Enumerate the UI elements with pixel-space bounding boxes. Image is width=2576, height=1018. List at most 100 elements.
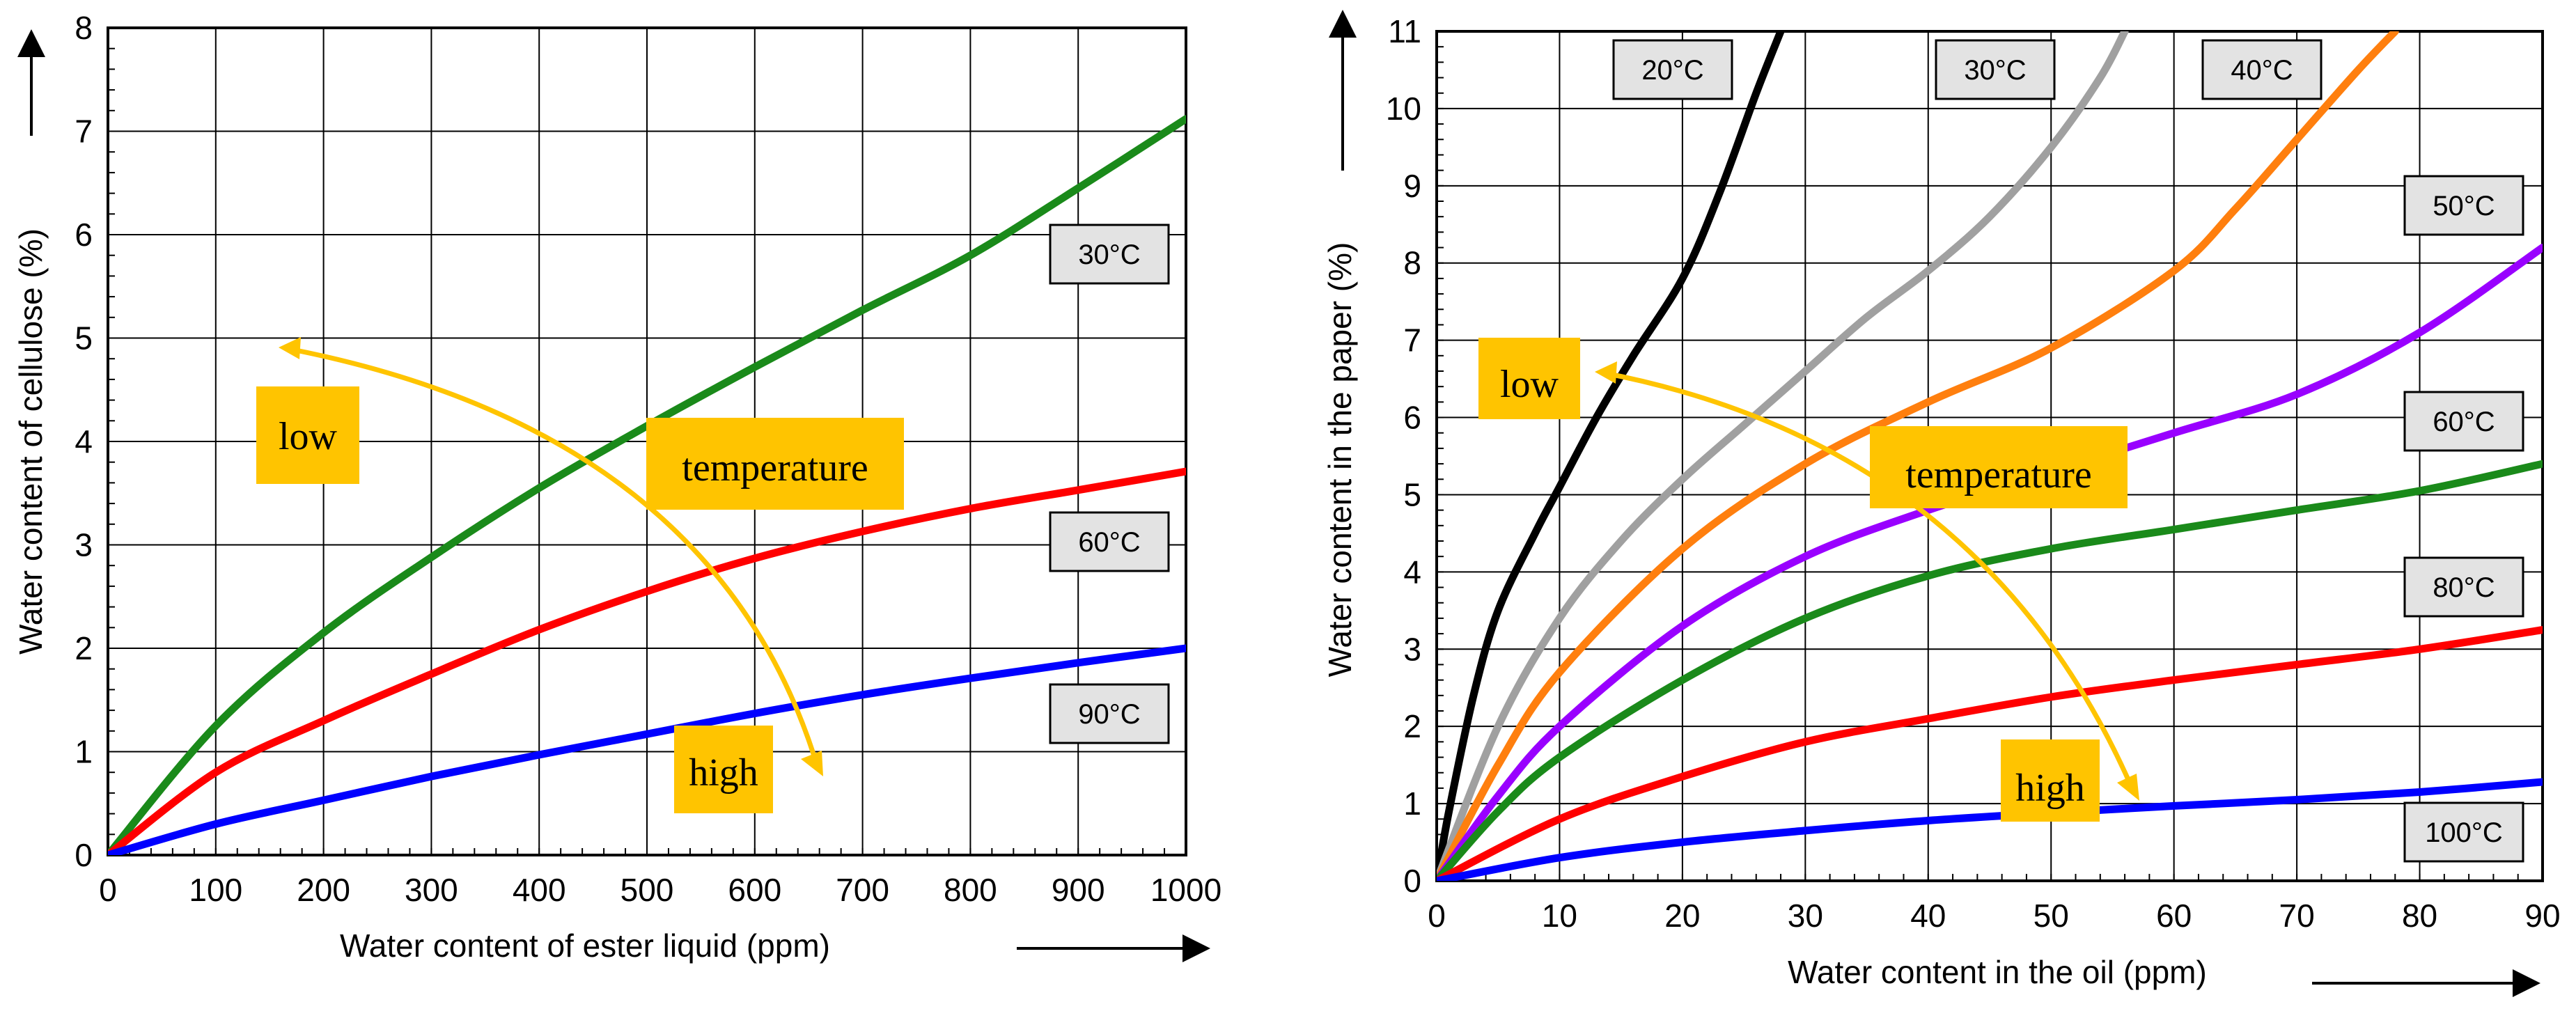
left-y-tick-label: 2	[75, 630, 93, 666]
right-y-axis-label: Water content in the paper (%)	[1322, 242, 1358, 678]
right-series-line-40c	[1437, 31, 2399, 881]
left-high-text: high	[689, 751, 758, 794]
right-x-tick-label: 80	[2402, 898, 2437, 934]
right-series-line-50c	[1437, 244, 2543, 881]
right-y-tick-label: 1	[1403, 785, 1421, 822]
right-y-tick-label: 6	[1403, 400, 1421, 436]
chart-left: 0 100 200 300 400 500 600 700 800 900 1000 0 1 2 3 4 5 6…	[13, 10, 1221, 964]
right-y-tick-label: 0	[1403, 863, 1421, 899]
right-high-text: high	[2015, 767, 2085, 810]
left-arrowhead-low	[279, 337, 301, 359]
left-low-box	[256, 386, 359, 484]
left-series-label: 60°C	[1078, 527, 1140, 558]
right-temperature-box	[1870, 426, 2128, 508]
right-y-tick-label: 11	[1388, 13, 1421, 49]
left-temperature-text: temperature	[682, 446, 868, 490]
left-series-line-30c	[108, 115, 1186, 855]
right-y-tick-label: 9	[1403, 168, 1421, 204]
left-x-tick-label: 800	[944, 872, 997, 908]
left-series-label: 90°C	[1078, 699, 1140, 730]
left-x-tick-label: 200	[297, 872, 350, 908]
right-x-tick-label: 90	[2524, 898, 2560, 934]
right-series-line-100c	[1437, 778, 2543, 881]
right-series-label: 50°C	[2433, 191, 2495, 221]
right-temperature-arrow	[1601, 370, 2137, 795]
left-y-tick-label: 0	[75, 837, 93, 873]
right-series-line-80c	[1437, 626, 2543, 881]
right-series-line-60c	[1437, 460, 2543, 881]
right-temperature-text: temperature	[1905, 453, 2091, 496]
right-series-label: 100°C	[2425, 817, 2503, 848]
right-x-tick-label: 40	[1910, 898, 1946, 934]
left-x-tick-label: 0	[99, 872, 117, 908]
left-series-label: 30°C	[1078, 240, 1140, 270]
right-series-line-20c	[1437, 31, 1785, 881]
left-x-tick-label: 1000	[1150, 872, 1221, 908]
right-y-tick-label: 7	[1403, 322, 1421, 359]
left-y-tick-label: 8	[75, 10, 93, 46]
left-y-tick-label: 5	[75, 320, 93, 357]
right-series-label-box	[2403, 801, 2524, 863]
right-series-label-box	[2403, 391, 2524, 452]
left-y-tick-label: 3	[75, 527, 93, 563]
right-series-label: 80°C	[2433, 572, 2495, 603]
left-series-label-box	[1049, 683, 1170, 744]
right-y-tick-label: 10	[1386, 91, 1421, 127]
left-x-axis-label: Water content of ester liquid (ppm)	[340, 927, 830, 964]
right-y-tick-label: 2	[1403, 708, 1421, 744]
right-x-tick-label: 70	[2279, 898, 2315, 934]
left-x-tick-label: 400	[513, 872, 566, 908]
left-y-tick-label: 6	[75, 217, 93, 253]
left-x-tick-label: 100	[189, 872, 242, 908]
left-x-tick-label: 700	[836, 872, 889, 908]
right-high-box	[2001, 739, 2100, 822]
left-y-tick-labels: 0 1 2 3 4 5 6 7 8	[75, 10, 93, 873]
left-series-line-60c	[108, 467, 1186, 855]
right-y-tick-label: 8	[1403, 245, 1421, 281]
right-series-label-box	[2403, 556, 2524, 618]
right-series-label: 30°C	[1964, 55, 2026, 86]
left-series-line-90c	[108, 644, 1186, 855]
right-series-label-box	[2201, 39, 2323, 100]
chart-right: 0 10 20 30 40 50 60 70 80 90 0 1 2 3 4 5 6 7 8 9 10 11 Water…	[1322, 10, 2561, 997]
left-series-label-box	[1049, 224, 1170, 285]
right-y-tick-labels: 0 1 2 3 4 5 6 7 8 9 10 11	[1386, 13, 1421, 899]
right-x-axis-label: Water content in the oil (ppm)	[1788, 954, 2207, 990]
right-x-tick-label: 20	[1664, 898, 1700, 934]
right-low-text: low	[1500, 363, 1559, 406]
right-y-tick-label: 5	[1403, 476, 1421, 512]
left-x-tick-label: 600	[728, 872, 781, 908]
left-plot-frame	[107, 26, 1187, 856]
right-series-label: 60°C	[2433, 407, 2495, 437]
right-series-label-box	[1935, 39, 2056, 100]
left-x-tick-label: 900	[1052, 872, 1105, 908]
left-series-labels: 30°C 60°C 90°C	[1049, 224, 1170, 744]
right-low-box	[1478, 338, 1580, 419]
left-temperature-arrow	[285, 345, 821, 771]
right-series-label: 20°C	[1641, 55, 1703, 86]
right-plot-frame	[1435, 30, 2544, 882]
left-y-axis-label: Water content of cellulose (%)	[13, 228, 49, 655]
right-x-tick-label: 10	[1542, 898, 1577, 934]
right-series-line-30c	[1437, 31, 2129, 881]
right-x-tick-label: 60	[2156, 898, 2192, 934]
left-low-text: low	[279, 415, 338, 458]
right-x-tick-label: 50	[2034, 898, 2069, 934]
left-x-tick-label: 500	[620, 872, 674, 908]
right-y-tick-label: 4	[1403, 554, 1421, 590]
right-x-tick-label: 30	[1788, 898, 1823, 934]
right-arrowhead-low	[1595, 361, 1617, 384]
left-temperature-box	[646, 418, 904, 510]
right-arrowhead-high	[2117, 774, 2139, 801]
right-x-tick-labels: 0 10 20 30 40 50 60 70 80 90	[1428, 898, 2560, 934]
right-series-label: 40°C	[2231, 55, 2293, 86]
right-series-label-box	[2403, 175, 2524, 236]
right-series-label-box	[1612, 39, 1733, 100]
left-x-tick-labels: 0 100 200 300 400 500 600 700 800 900 1000	[99, 872, 1221, 908]
left-series-group	[108, 115, 1186, 855]
left-y-tick-label: 7	[75, 113, 93, 150]
right-series-group	[1437, 31, 2543, 881]
right-x-tick-label: 0	[1428, 898, 1446, 934]
left-series-label-box	[1049, 511, 1170, 572]
